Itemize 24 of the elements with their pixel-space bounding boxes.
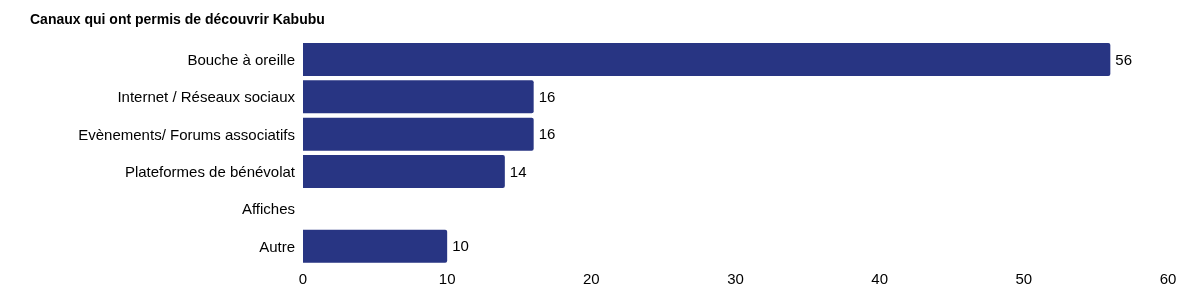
bar: [303, 117, 534, 151]
bar: [303, 155, 505, 188]
data-label: 16: [538, 88, 556, 106]
x-tick-label: 0: [298, 269, 308, 287]
y-tick-label: Internet / Réseaux sociaux: [117, 88, 296, 106]
x-tick-label: 30: [727, 269, 744, 287]
y-tick-label: Evènements/ Forums associatifs: [78, 125, 295, 143]
text: Canaux qui ont permis de découvrir Kabubu: [29, 10, 326, 29]
x-tick-label: 40: [871, 269, 889, 287]
y-tick-label: Autre: [259, 237, 295, 255]
x-tick-label: 10: [438, 269, 456, 287]
y-tick-label: Plateformes de bénévolat: [124, 162, 296, 180]
x-tick-label: 20: [582, 269, 600, 287]
data-label: 14: [509, 162, 527, 180]
data-label: 56: [1115, 50, 1133, 68]
bar: [303, 80, 534, 114]
y-tick-label: Bouche à oreille: [187, 50, 295, 68]
data-label: 10: [452, 237, 469, 255]
x-tick-label: 60: [1159, 269, 1177, 287]
y-tick-label: Affiches: [241, 200, 295, 218]
bar: [303, 43, 1111, 76]
bar: [303, 229, 448, 263]
data-label: 16: [538, 125, 556, 143]
x-tick-label: 50: [1015, 269, 1033, 287]
